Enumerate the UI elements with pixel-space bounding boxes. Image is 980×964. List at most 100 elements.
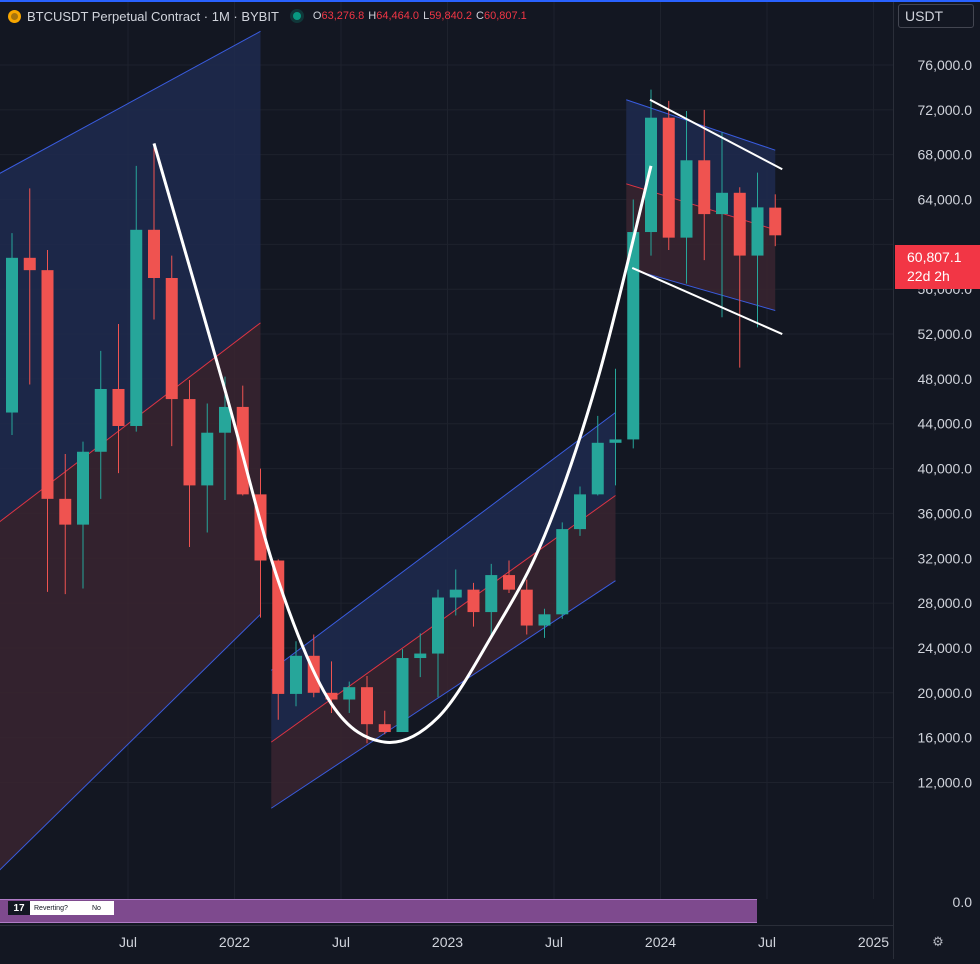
price-tick-label: 68,000.0 — [918, 147, 973, 163]
price-tick-label: 16,000.0 — [918, 730, 973, 746]
indicator-label: Reverting? — [34, 904, 68, 912]
price-tick-label: 24,000.0 — [918, 640, 973, 656]
price-tick-label: 28,000.0 — [918, 595, 973, 611]
candle-body-up — [609, 439, 622, 443]
candle-body-up — [414, 653, 427, 659]
price-tick-label: 36,000.0 — [918, 505, 973, 521]
time-tick-label: Jul — [119, 934, 137, 950]
candle-body-up — [77, 451, 89, 525]
candle-body-down — [698, 160, 711, 215]
candle-body-down — [361, 687, 373, 725]
candle-body-up — [627, 232, 640, 440]
top-accent-line — [0, 0, 980, 2]
candle-body-down — [378, 724, 391, 733]
channel-2022-2023-lower-line — [270, 580, 616, 809]
candle-body-down — [183, 399, 196, 486]
candle-body-down — [520, 589, 533, 626]
ohlc-close: C60,807.1 — [476, 10, 527, 22]
market-status-icon — [292, 12, 301, 20]
candle-body-down — [41, 270, 54, 499]
currency-label: USDT — [905, 8, 944, 24]
time-tick-label: 2023 — [432, 934, 463, 950]
candle-body-up — [219, 406, 231, 433]
price-tick-label: 76,000.0 — [918, 57, 973, 73]
candle-body-up — [130, 229, 143, 426]
indicator-table: 17 Reverting? No — [8, 901, 114, 915]
candle-body-up — [556, 529, 569, 615]
ohlc-low: L59,840.2 — [423, 10, 473, 22]
candles — [6, 89, 782, 744]
indicator-pane[interactable] — [0, 899, 757, 923]
price-tick-label: 52,000.0 — [918, 326, 973, 342]
price-tick-label: 0.0 — [953, 894, 973, 910]
wedge-trend-line — [649, 98, 783, 171]
price-tick-label: 44,000.0 — [918, 416, 973, 432]
time-tick-label: 2022 — [219, 934, 250, 950]
price-tick-label: 20,000.0 — [918, 685, 973, 701]
candle-body-up — [343, 687, 356, 700]
trend-lines — [152, 98, 783, 744]
channel-2024-lower-line — [626, 267, 776, 311]
candle-body-up — [290, 655, 302, 694]
cup-curve — [152, 143, 653, 744]
candle-body-up — [574, 494, 586, 530]
price-tick-label: 64,000.0 — [918, 192, 973, 208]
channel-2021-lower-line — [0, 613, 261, 871]
price-tick-label: 40,000.0 — [918, 461, 973, 477]
candle-body-down — [503, 575, 515, 590]
bar-countdown: 22d 2h — [907, 268, 950, 284]
price-axis[interactable]: 0.0 12,000.0 16,000.0 20,000.0 24,000.0 28,00… — [918, 57, 973, 910]
candle-body-up — [94, 388, 107, 452]
candle-body-up — [645, 117, 657, 233]
candle-body-up — [751, 207, 764, 256]
candle-body-up — [716, 192, 728, 215]
candle-body-up — [432, 597, 444, 654]
ohlc-open: O63,276.8 — [312, 10, 365, 22]
indicator-value: No — [92, 904, 101, 912]
price-tick-label: 12,000.0 — [918, 774, 973, 790]
time-tick-label: 2025 — [858, 934, 889, 950]
price-tick-label: 72,000.0 — [918, 102, 973, 118]
ohlc-high: H64,464.0 — [368, 10, 420, 22]
time-tick-label: 2024 — [645, 934, 676, 950]
time-tick-label: Jul — [332, 934, 350, 950]
candle-body-up — [591, 442, 604, 495]
symbol-title[interactable]: BTCUSDT Perpetual Contract · 1M · BYBIT — [27, 8, 279, 24]
candle-body-down — [662, 117, 675, 238]
candle-body-down — [467, 589, 480, 613]
candle-body-down — [165, 278, 178, 400]
candle-body-down — [733, 192, 746, 256]
candle-body-up — [485, 575, 498, 613]
time-axis[interactable]: Jul 2022 Jul 2023 Jul 2024 Jul 2025 — [119, 934, 889, 950]
candle-body-down — [325, 692, 338, 700]
candle-body-down — [148, 229, 160, 278]
time-tick-label: Jul — [758, 934, 776, 950]
candle-body-down — [23, 257, 36, 271]
settings-gear-icon[interactable]: ⚙ — [932, 934, 944, 949]
wedge-trend-line — [631, 266, 783, 335]
exchange-logo-icon — [8, 9, 21, 23]
candle-body-down — [59, 498, 72, 525]
price-axis-background — [893, 0, 980, 959]
last-price-label: 60,807.1 22d 2h — [895, 245, 980, 289]
candle-body-up — [449, 589, 462, 598]
candle-body-up — [201, 432, 214, 486]
legend-header[interactable]: BTCUSDT Perpetual Contract · 1M · BYBIT … — [8, 7, 531, 25]
channel-2021-upper-line — [0, 30, 261, 174]
candle-body-up — [396, 658, 409, 733]
candle-body-up — [538, 614, 551, 626]
price-tick-label: 48,000.0 — [918, 371, 973, 387]
last-price-value: 60,807.1 — [907, 249, 962, 265]
price-tick-label: 32,000.0 — [918, 550, 973, 566]
candle-body-down — [112, 388, 125, 426]
channel-2022-2023-upper-line — [270, 412, 616, 671]
candle-body-down — [769, 207, 782, 236]
channel-2022-2023-upper-fill — [271, 412, 616, 743]
time-tick-label: Jul — [545, 934, 563, 950]
currency-selector[interactable]: USDT — [898, 4, 974, 28]
candle-body-up — [6, 257, 18, 413]
tradingview-logo: 17 — [8, 901, 30, 915]
candle-body-up — [680, 160, 693, 238]
